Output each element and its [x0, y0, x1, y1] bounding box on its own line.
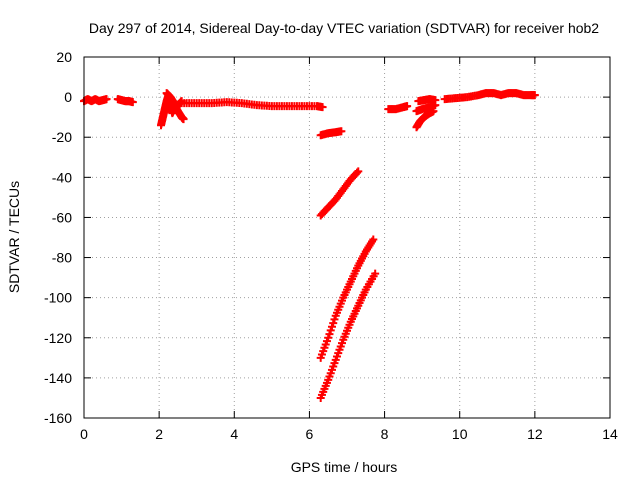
series-arc-10	[384, 102, 412, 114]
series-arc-6	[316, 127, 346, 140]
grid-lines	[84, 57, 610, 418]
x-tick-label: 14	[602, 426, 618, 442]
tick-labels: 20 0 -20 -40 -60 -80 -100 -120 -140 -160 0 2 4 6 8 10 12…	[44, 49, 618, 442]
y-tick-label: -160	[44, 410, 72, 426]
data-point	[128, 98, 137, 107]
chart-title: Day 297 of 2014, Sidereal Day-to-day VTE…	[89, 20, 599, 36]
x-tick-label: 0	[80, 426, 88, 442]
x-tick-label: 8	[381, 426, 389, 442]
series-arc-5	[177, 98, 327, 112]
data-point	[530, 91, 539, 100]
data-points	[80, 89, 539, 402]
x-tick-label: 6	[306, 426, 314, 442]
data-point	[329, 319, 338, 328]
data-point	[325, 330, 334, 339]
data-point	[326, 326, 335, 335]
y-tick-label: -100	[44, 290, 72, 306]
series-arc-14	[440, 89, 539, 104]
data-point	[354, 167, 363, 176]
x-tick-label: 4	[230, 426, 238, 442]
data-point	[403, 102, 412, 111]
data-point	[102, 95, 111, 104]
series-arc-4	[162, 89, 188, 124]
series-arc-1	[80, 95, 111, 106]
series-arc-8	[316, 235, 378, 362]
y-tick-label: -60	[52, 209, 72, 225]
y-axis-label: SDTVAR / TECUs	[6, 181, 22, 293]
y-tick-label: -40	[52, 169, 72, 185]
y-tick-label: 20	[56, 49, 72, 65]
data-point	[324, 333, 333, 342]
series-arc-9	[316, 269, 380, 402]
series-arc-2	[113, 95, 137, 107]
x-tick-label: 12	[527, 426, 543, 442]
data-point	[431, 96, 440, 105]
data-point	[179, 115, 188, 124]
data-point	[327, 322, 336, 331]
y-tick-label: -80	[52, 250, 72, 266]
data-point	[318, 103, 327, 112]
series-arc-12	[414, 95, 440, 106]
data-point	[429, 107, 438, 116]
data-point	[353, 168, 362, 177]
x-axis-label: GPS time / hours	[291, 459, 398, 475]
x-tick-label: 2	[155, 426, 163, 442]
y-tick-label: -120	[44, 330, 72, 346]
y-tick-label: -140	[44, 370, 72, 386]
data-point	[369, 235, 378, 244]
plot-frame	[83, 56, 611, 419]
data-point	[371, 269, 380, 278]
data-point	[337, 127, 346, 136]
x-tick-label: 10	[452, 426, 468, 442]
data-point	[330, 315, 339, 324]
y-tick-label: 0	[64, 89, 72, 105]
y-tick-label: -20	[52, 129, 72, 145]
series-arc-13	[412, 107, 438, 132]
series-arc-7	[316, 167, 363, 220]
